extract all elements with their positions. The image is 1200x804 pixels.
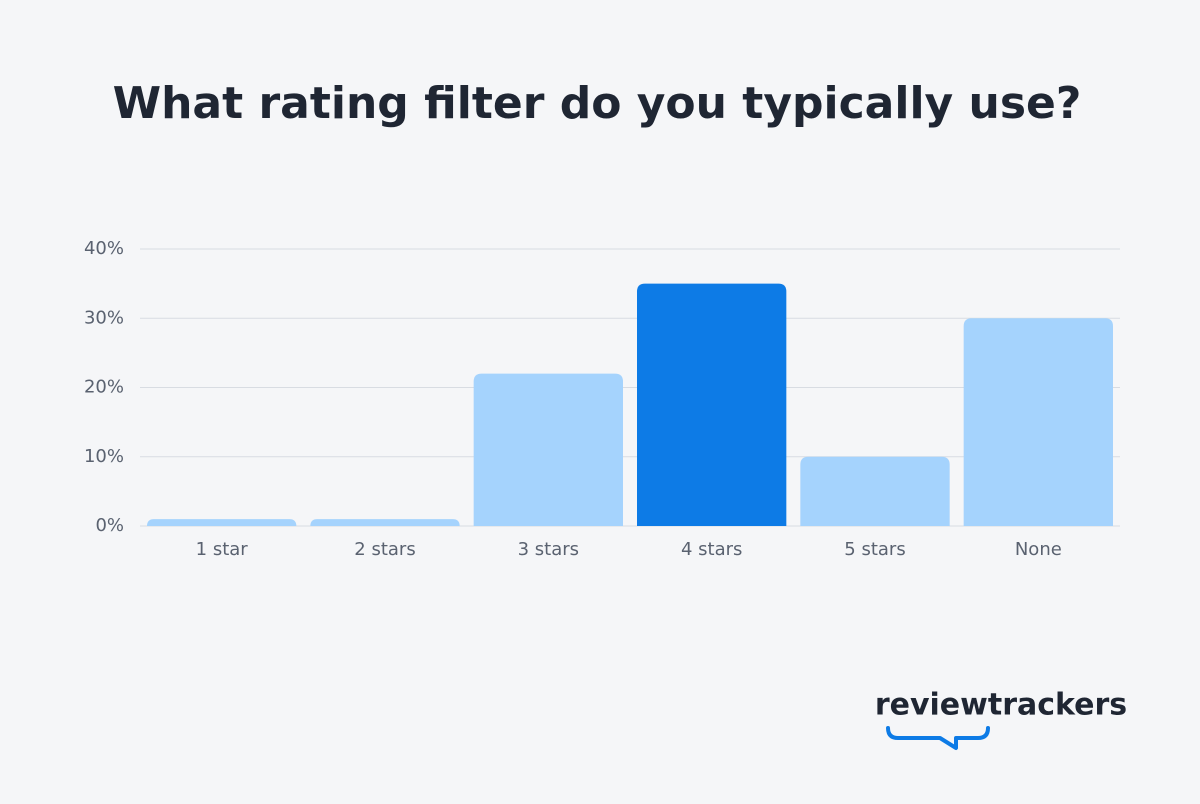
bar [473, 373, 623, 526]
x-tick-label: 4 stars [681, 539, 742, 560]
x-tick-label: 2 stars [354, 539, 415, 560]
logo-underline [886, 726, 990, 750]
x-tick-label: 3 stars [518, 539, 579, 560]
x-tick-label: 5 stars [844, 539, 905, 560]
y-tick-label: 0% [95, 515, 124, 536]
logo-text: reviewtrackers [875, 688, 1127, 723]
bar [147, 519, 297, 526]
bar [637, 283, 787, 526]
y-tick-label: 10% [84, 446, 124, 467]
logo: reviewtrackers [875, 688, 1127, 750]
bar [800, 456, 950, 526]
bar [310, 519, 460, 526]
y-tick-label: 40% [84, 238, 124, 259]
x-tick-label: 1 star [196, 539, 249, 560]
bar [963, 318, 1113, 526]
chart-title: What rating filter do you typically use? [113, 78, 1082, 129]
x-tick-label: None [1015, 539, 1062, 560]
y-tick-label: 30% [84, 307, 124, 328]
y-tick-label: 20% [84, 377, 124, 398]
